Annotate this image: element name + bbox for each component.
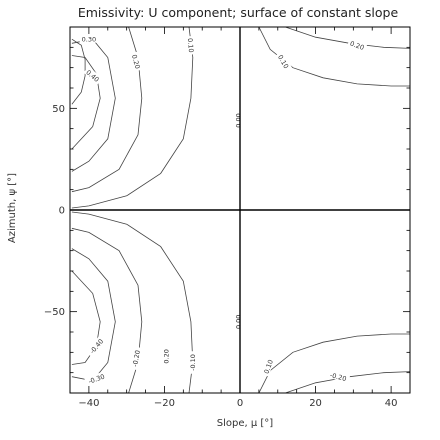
x-tick-label: 20 xyxy=(309,398,322,409)
contour-line xyxy=(71,38,86,105)
contour-label: 0.00 xyxy=(235,113,243,127)
contour-line xyxy=(258,27,410,87)
contour-line xyxy=(258,333,410,393)
contour-line xyxy=(71,27,194,209)
contour-label-group: 0.10 xyxy=(260,356,275,377)
contour-label-group: 0.20 xyxy=(161,347,171,366)
contour-label: 0.20 xyxy=(130,54,141,70)
contour-label-bg xyxy=(161,347,170,366)
x-tick-label: −40 xyxy=(78,398,99,409)
contour-label-group: -0.10 xyxy=(188,351,197,374)
contour-label-group: 0.00 xyxy=(233,312,243,331)
contour-label: 0.00 xyxy=(235,315,243,329)
contour-label-bg xyxy=(130,51,143,72)
contour-line xyxy=(71,38,116,172)
contour-label-bg xyxy=(260,356,275,377)
contour-label-bg xyxy=(129,346,142,371)
contour-line xyxy=(71,248,116,382)
contour-label-bg xyxy=(275,51,292,72)
x-axis-title: Slope, μ [°] xyxy=(217,418,274,429)
x-tick-label: −20 xyxy=(154,398,175,409)
contour-label-group: 0.30 xyxy=(79,34,99,44)
contour-label-group: -0.30 xyxy=(84,370,109,386)
contour-label-group: 0.40 xyxy=(83,66,103,85)
y-axis-title: Azimuth, ψ [°] xyxy=(7,173,18,243)
contour-label: -0.30 xyxy=(87,373,106,386)
contour-label-bg xyxy=(85,334,107,358)
contour-line xyxy=(71,270,101,365)
y-axis: −50 0 50 xyxy=(44,46,410,374)
y-tick-label: 0 xyxy=(59,206,65,217)
contour-label-bg xyxy=(79,34,99,43)
contour-label: 0.10 xyxy=(262,359,274,375)
chart-title: Emissivity: U component; surface of cons… xyxy=(78,5,399,20)
contour-label-group: 0.10 xyxy=(275,51,292,72)
contour-label-bg xyxy=(347,37,368,52)
contour-label-group: -0.40 xyxy=(85,334,107,358)
contour-label-group: 0.20 xyxy=(347,37,368,52)
x-axis: −40 −20 0 20 40 xyxy=(78,27,397,409)
contour-label: -0.10 xyxy=(189,354,197,371)
x-tick-label: 0 xyxy=(237,398,243,409)
contour-label: 0.30 xyxy=(82,36,96,44)
contour-label-bg xyxy=(83,66,103,85)
contour-label: -0.20 xyxy=(131,349,142,367)
contour-label: -0.20 xyxy=(329,371,347,383)
contour-label: 0.20 xyxy=(349,39,365,51)
contour-label-bg xyxy=(84,370,109,386)
x-tick-label: 40 xyxy=(385,398,398,409)
y-tick-label: 50 xyxy=(52,104,65,115)
contour-line xyxy=(71,55,101,150)
y-tick-label: −50 xyxy=(44,307,65,318)
contour-label: 0.20 xyxy=(163,349,171,363)
contour-label-group: 0.20 xyxy=(130,51,143,72)
contour-label-group: -0.20 xyxy=(326,369,351,383)
contour-labels: 0.30 0.40 0.20 0.10 0.00 0.20 0.10 0.00 -0.40 -0.… xyxy=(79,34,368,386)
contour-label-bg xyxy=(186,35,197,55)
contour-label-group: 0.00 xyxy=(233,111,243,130)
contour-label-group: 0.10 xyxy=(186,35,197,55)
contour-label-bg xyxy=(326,369,351,383)
contour-label: 0.10 xyxy=(186,38,195,53)
contour-line xyxy=(71,27,143,193)
contour-label-group: -0.20 xyxy=(129,346,142,371)
plot-area: 0.30 0.40 0.20 0.10 0.00 0.20 0.10 0.00 -0.40 -0.… xyxy=(69,26,411,394)
contour-label-bg xyxy=(188,351,197,374)
